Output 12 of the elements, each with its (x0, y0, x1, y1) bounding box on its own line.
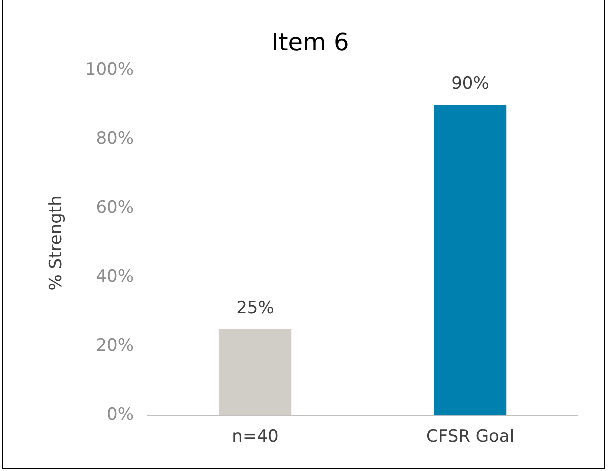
y-axis-title: % Strength (46, 196, 67, 291)
y-tick-label: 60% (96, 198, 134, 218)
chart-title: Item 6 (272, 28, 350, 57)
y-tick-label: 100% (85, 60, 134, 80)
y-tick-label: 40% (96, 267, 134, 288)
x-tick-label: n=40 (232, 427, 279, 448)
data-label: 90% (452, 74, 490, 94)
y-tick-label: 80% (96, 129, 134, 150)
y-tick-label: 20% (96, 336, 134, 356)
data-label: 25% (236, 298, 274, 318)
x-tick-label: CFSR Goal (426, 427, 515, 448)
y-tick-label: 0% (107, 405, 134, 426)
